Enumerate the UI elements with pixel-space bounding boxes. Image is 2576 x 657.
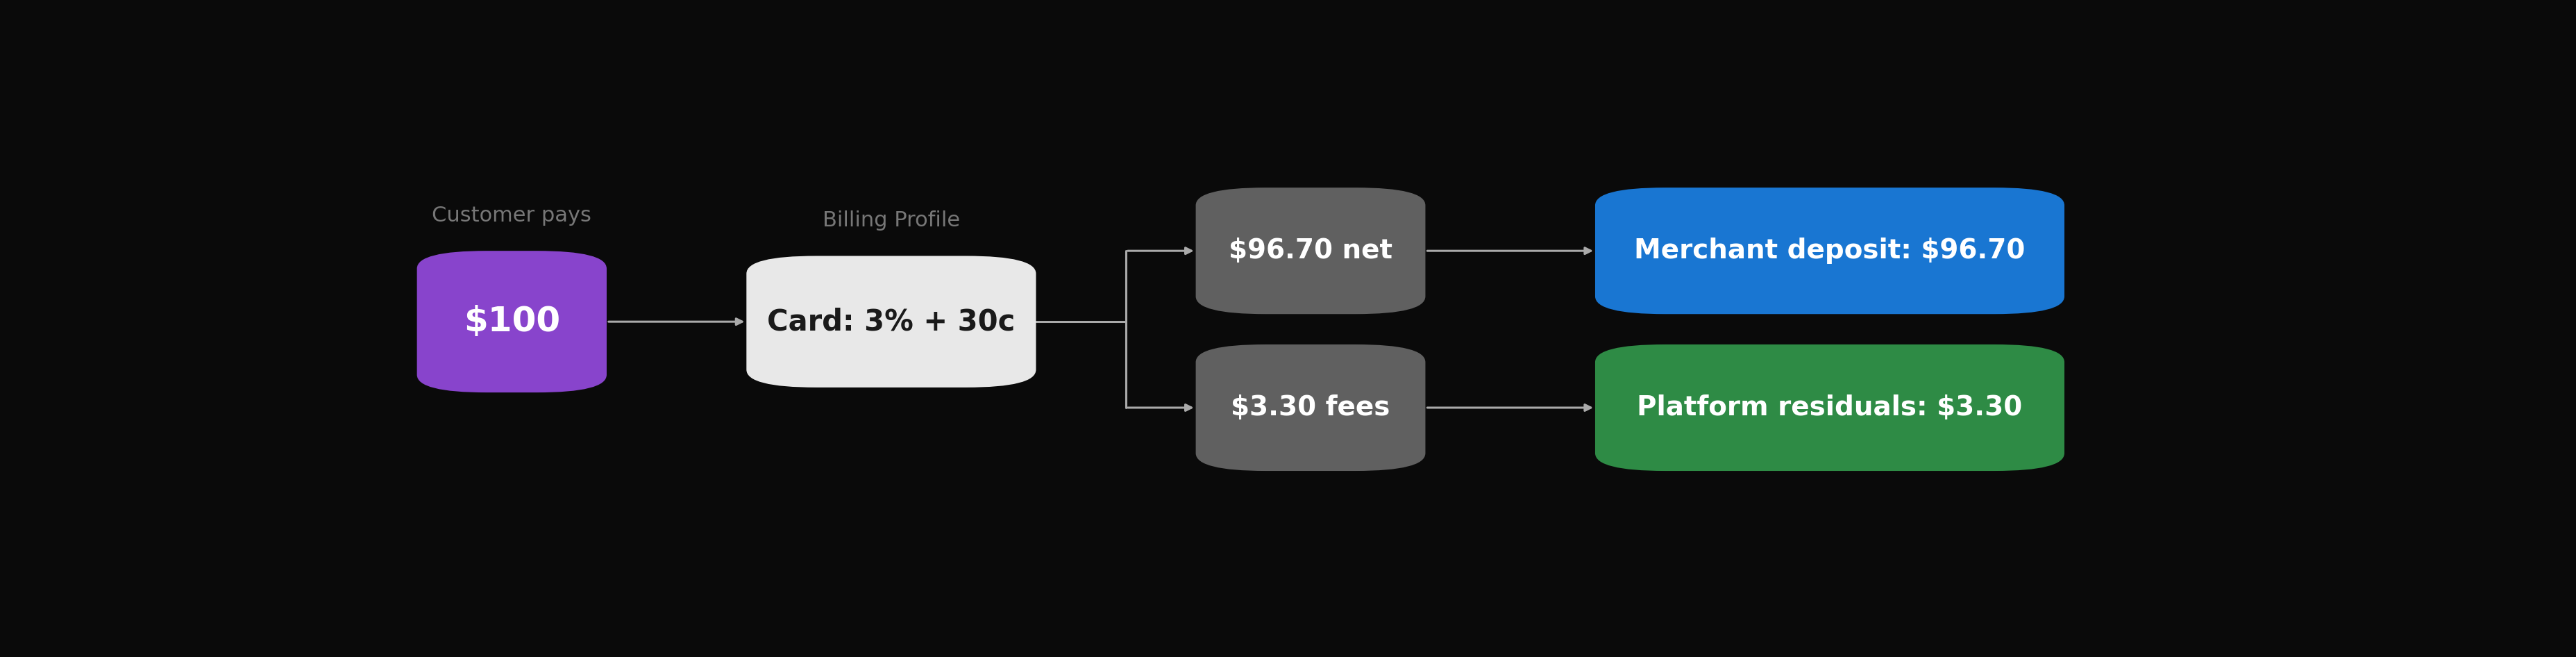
Text: Merchant deposit: $96.70: Merchant deposit: $96.70 — [1633, 238, 2025, 264]
FancyBboxPatch shape — [747, 256, 1036, 388]
Text: Platform residuals: $3.30: Platform residuals: $3.30 — [1636, 394, 2022, 421]
FancyBboxPatch shape — [1595, 188, 2063, 314]
FancyBboxPatch shape — [1595, 344, 2063, 471]
Text: $100: $100 — [464, 305, 559, 338]
Text: $3.30 fees: $3.30 fees — [1231, 394, 1391, 421]
FancyBboxPatch shape — [417, 251, 605, 392]
FancyBboxPatch shape — [1195, 344, 1425, 471]
Text: $96.70 net: $96.70 net — [1229, 238, 1391, 264]
Text: Customer pays: Customer pays — [433, 206, 592, 225]
FancyBboxPatch shape — [1195, 188, 1425, 314]
Text: Billing Profile: Billing Profile — [822, 210, 961, 231]
Text: Card: 3% + 30c: Card: 3% + 30c — [768, 307, 1015, 336]
